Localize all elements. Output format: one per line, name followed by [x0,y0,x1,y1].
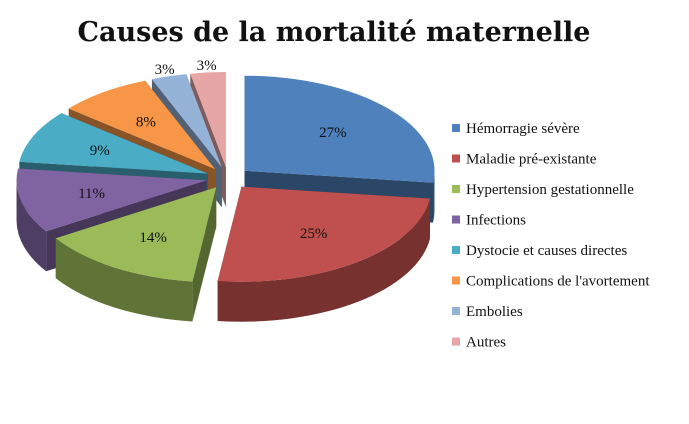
legend-label: Hémorragie sévère [466,121,580,137]
value-label-hypertension-gestationnelle: 14% [139,230,167,246]
legend-item-complications-de-l-avortement: Complications de l'avortement [452,274,650,290]
legend-item-infections: Infections [452,213,526,229]
legend-item-dystocie-et-causes-directes: Dystocie et causes directes [452,243,627,259]
legend-label: Maladie pré-existante [466,152,597,168]
legend-label: Infections [466,213,526,229]
chart-title: Causes de la mortalité maternelle [78,17,591,48]
legend-swatch [452,215,460,224]
pie-slice-top [68,80,216,170]
legend-swatch [452,246,460,254]
pie-slices [16,72,435,322]
pie-slice-top [244,75,435,183]
legend: Hémorragie sévère Maladie pré-existante Hy… [452,121,650,351]
pie-slice-edge [16,180,47,272]
legend-swatch [452,337,460,346]
legend-label: Complications de l'avortement [466,274,650,290]
legend-item-embolies: Embolies [452,304,523,320]
pie-slice-top [217,186,430,282]
pie-slice-top [16,168,207,232]
legend-swatch [452,276,460,285]
legend-label: Hypertension gestationnelle [466,182,634,198]
value-label-embolies: 3% [155,62,175,78]
legend-item-hypertension-gestationnelle: Hypertension gestationnelle [452,182,634,198]
pie-slice-top [19,113,208,174]
pie-slice-top [190,72,226,168]
legend-label: Embolies [466,304,523,320]
value-label-maladie-pre-existante: 25% [300,226,328,242]
legend-item-hemorragie-severe: Hémorragie sévère [452,121,580,137]
pie-slice-top [55,187,217,282]
pie-slice-hypertension-gestationnelle [55,187,217,322]
pie-value-labels: 27% 25% 14% 11% 9% 8% 3% 3% [78,58,347,246]
value-label-autres: 3% [197,58,217,74]
pie-slice-top [151,74,222,168]
pie-slice-edge [55,238,193,322]
legend-swatch [452,124,460,132]
legend-swatch [452,185,460,193]
pie-slice-edge [217,198,430,322]
legend-item-autres: Autres [452,335,506,351]
legend-swatch [452,154,460,163]
value-label-complications-de-l-avortement: 8% [136,114,156,130]
legend-label: Dystocie et causes directes [466,243,627,259]
pie-slice-edge [433,170,435,223]
legend-swatch [452,307,460,315]
legend-item-maladie-pre-existante: Maladie pré-existante [452,152,597,168]
value-label-infections: 11% [78,186,105,202]
value-label-hemorragie-severe: 27% [319,125,347,141]
value-label-dystocie-et-causes-directes: 9% [90,143,110,159]
legend-label: Autres [466,335,506,351]
pie-slice-maladie-pre-existante [217,186,430,322]
